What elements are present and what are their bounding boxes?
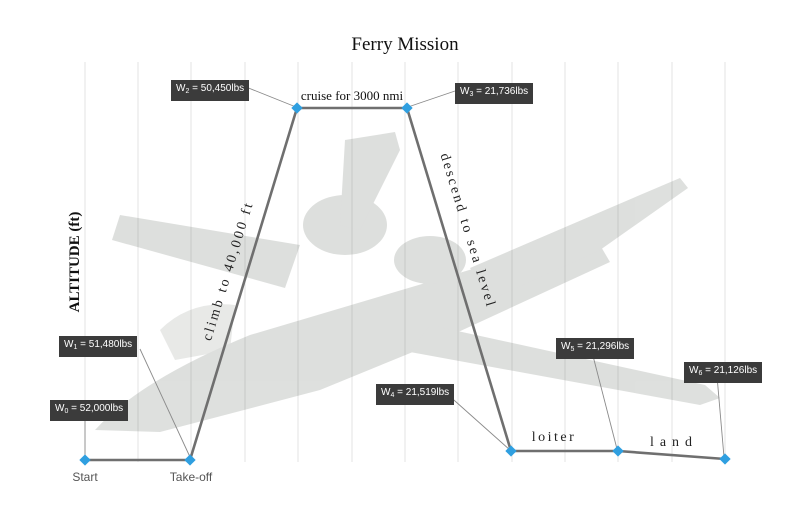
grid-lines — [84, 62, 726, 462]
point-w1 — [184, 454, 196, 466]
weight-label-w0: W0 = 52,000lbs — [50, 400, 129, 421]
weight-label-w2: W2 = 50,450lbs — [171, 80, 250, 101]
weight-label-w1: W1 = 51,480lbs — [59, 336, 138, 357]
point-w4 — [505, 445, 517, 457]
point-w3 — [401, 102, 413, 114]
weight-label-w4: W4 = 21,519lbs — [376, 384, 455, 405]
aircraft-background-image — [95, 132, 720, 432]
weight-label-w5: W5 = 21,296lbs — [556, 338, 635, 359]
segment-label-cruise: cruise for 3000 nmi — [301, 88, 404, 103]
x-label-start: Start — [72, 470, 98, 484]
diagram-title: Ferry Mission — [351, 34, 459, 55]
weight-label-w3: W3 = 21,736lbs — [455, 83, 534, 104]
point-w2 — [291, 102, 303, 114]
x-label-takeoff: Take-off — [170, 470, 213, 484]
point-w6 — [719, 453, 731, 465]
y-axis-label: ALTITUDE (ft) — [67, 212, 83, 313]
point-w5 — [612, 445, 624, 457]
leader-lines — [84, 86, 725, 458]
point-w0 — [79, 454, 91, 466]
weight-label-w6: W6 = 21,126lbs — [684, 362, 763, 383]
segment-label-loiter: loiter — [532, 430, 577, 445]
waypoints — [79, 102, 731, 466]
segment-label-land: land — [650, 435, 698, 450]
